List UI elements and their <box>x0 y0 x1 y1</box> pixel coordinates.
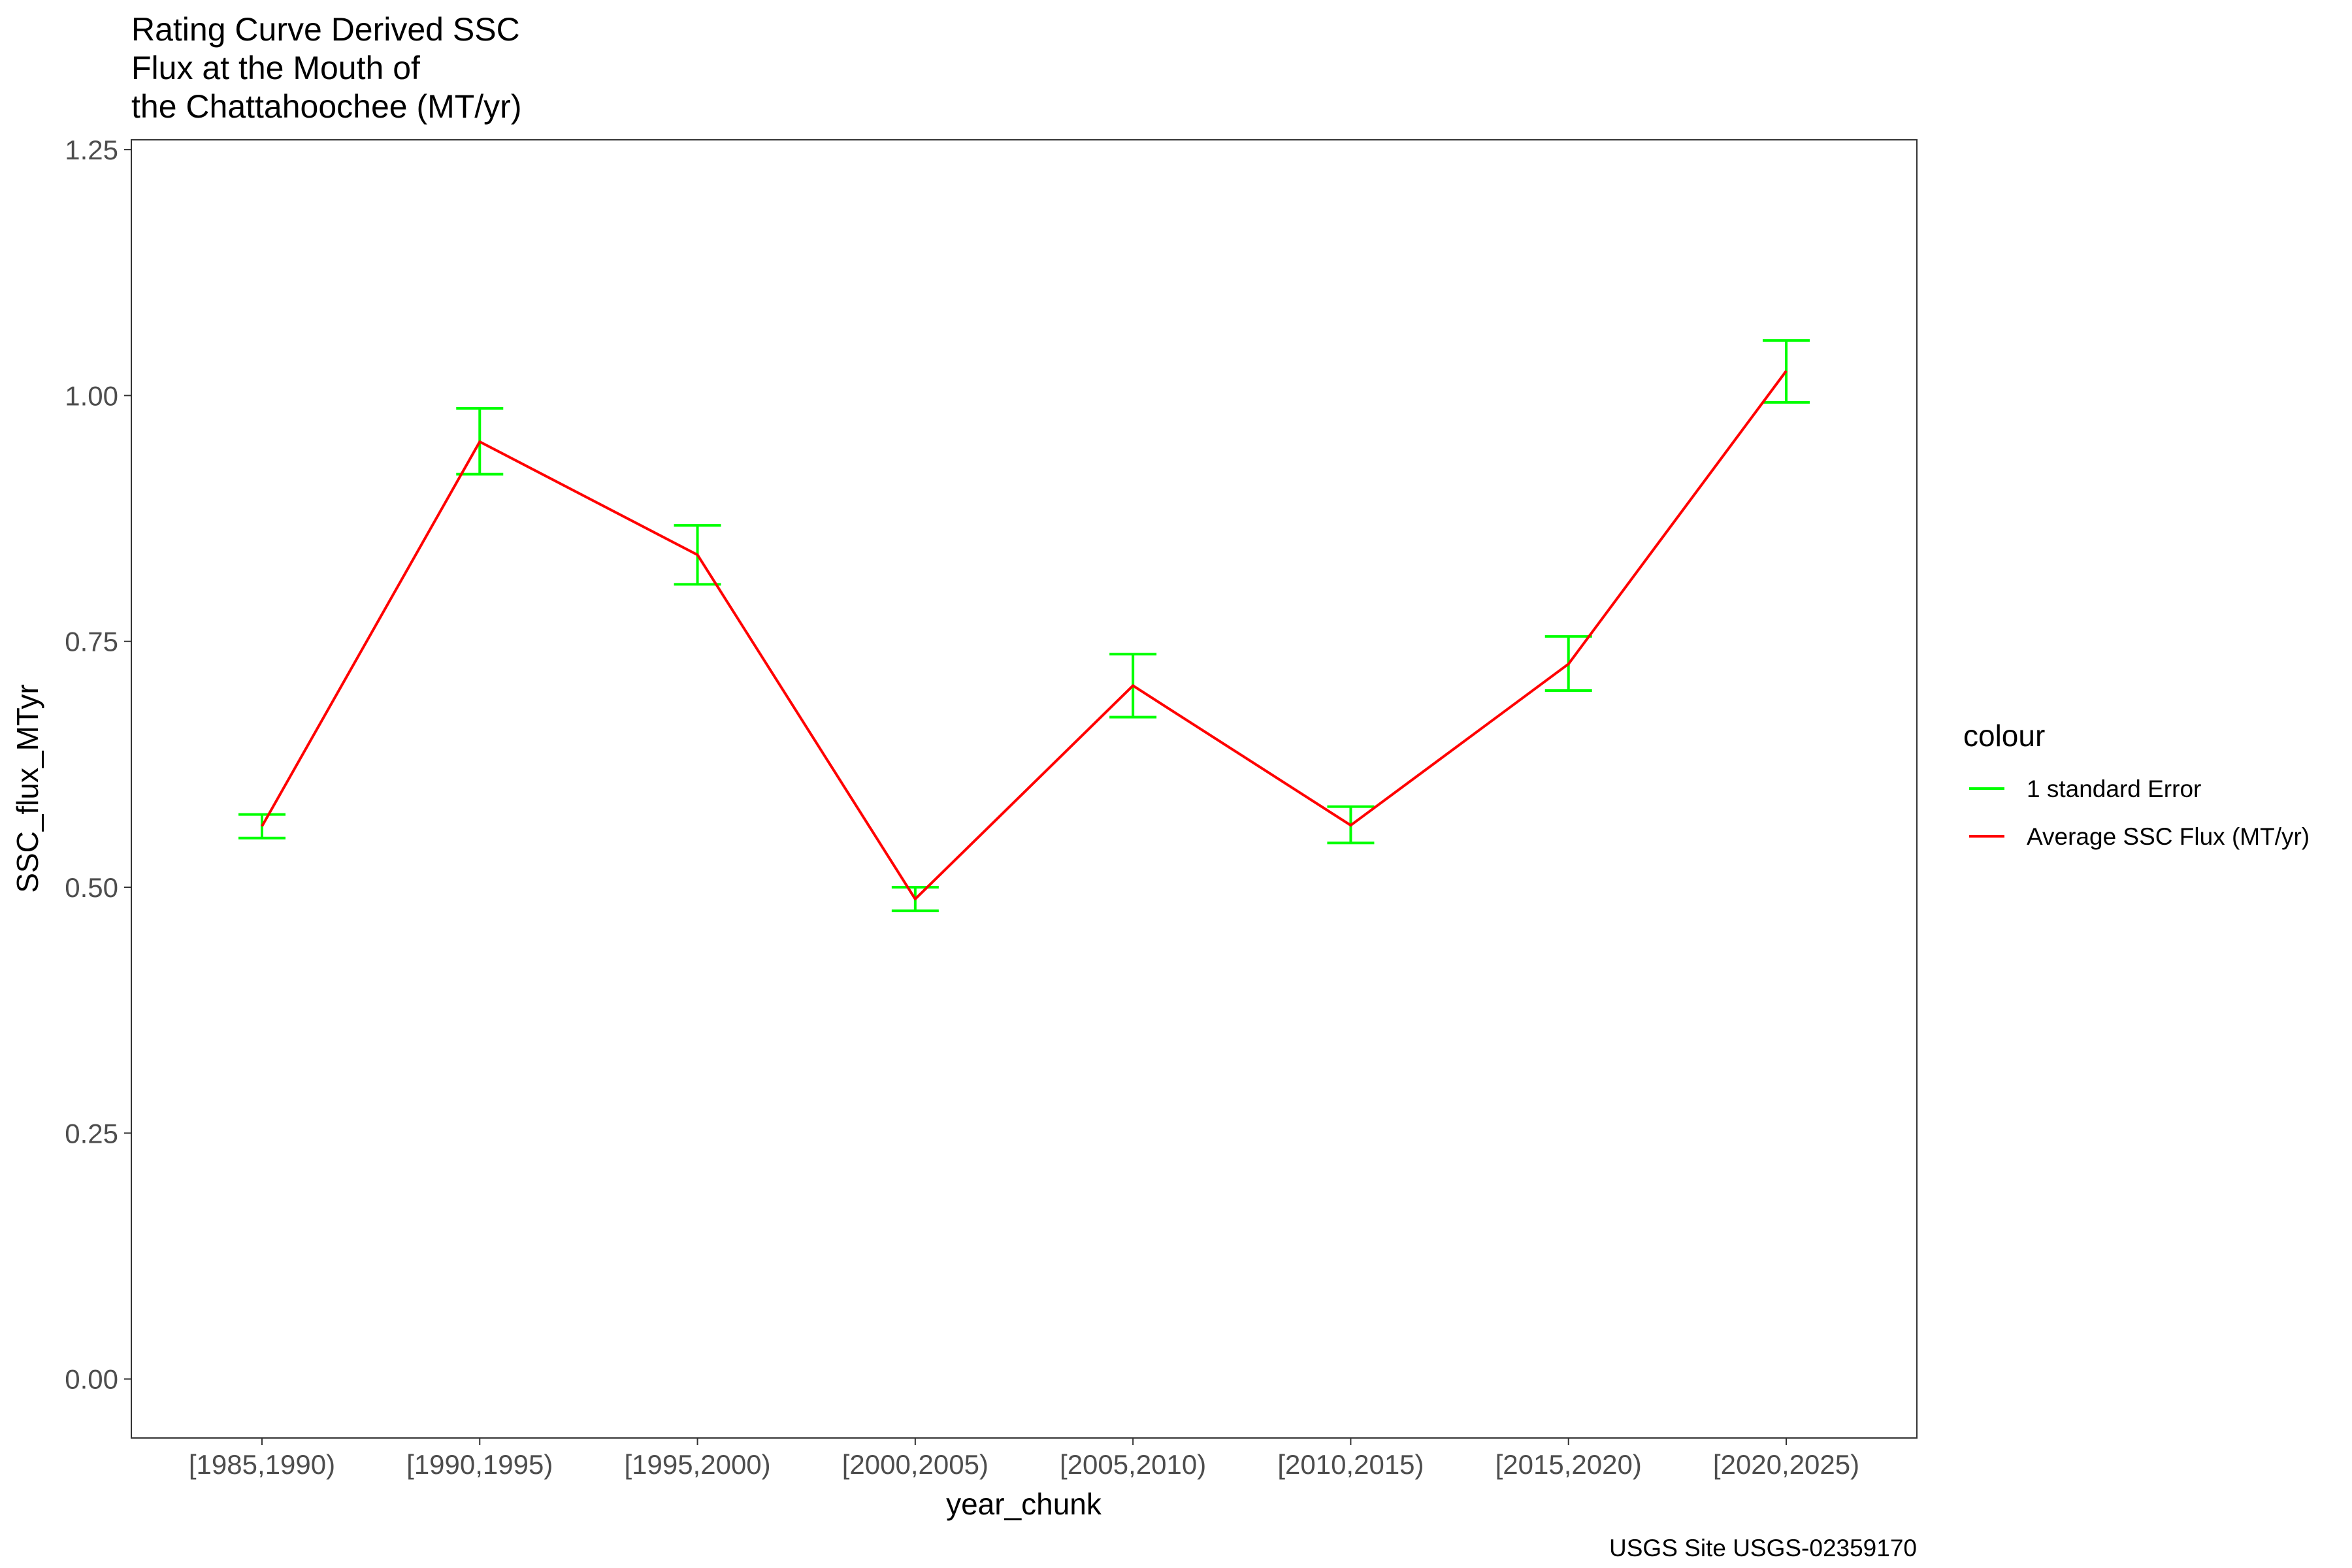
x-tick-label: [2015,2020) <box>1495 1449 1642 1480</box>
x-tick-label: [2005,2010) <box>1060 1449 1206 1480</box>
chart-title-line: Rating Curve Derived SSC <box>131 11 520 48</box>
legend: colour 1 standard Error Average SSC Flux … <box>1963 719 2310 850</box>
caption: USGS Site USGS-02359170 <box>1609 1535 1917 1561</box>
y-tick-label: 1.25 <box>65 135 118 165</box>
x-tick-label: [1995,2000) <box>624 1449 770 1480</box>
legend-title: colour <box>1963 719 2045 753</box>
series-line-average-ssc-flux <box>261 370 1788 901</box>
y-axis-title: SSC_flux_MTyr <box>10 684 44 893</box>
x-axis: [1985,1990) [1990,1995) [1995,2000) [2000,2… <box>189 1438 1859 1480</box>
chart-title-line: Flux at the Mouth of <box>131 50 420 86</box>
x-tick-label: [2000,2005) <box>842 1449 988 1480</box>
legend-entry: 1 standard Error <box>1969 776 2201 802</box>
y-tick-label: 0.50 <box>65 872 118 903</box>
legend-entry: Average SSC Flux (MT/yr) <box>1969 823 2310 850</box>
y-tick-label: 0.25 <box>65 1118 118 1149</box>
x-tick-label: [2020,2025) <box>1713 1449 1859 1480</box>
y-tick-label: 1.00 <box>65 380 118 411</box>
x-tick-label: [1990,1995) <box>406 1449 553 1480</box>
plot-panel <box>131 139 1918 1439</box>
legend-label: 1 standard Error <box>2027 776 2201 802</box>
legend-label: Average SSC Flux (MT/yr) <box>2027 823 2310 850</box>
x-tick-label: [2010,2015) <box>1277 1449 1424 1480</box>
series-lines <box>261 370 1788 901</box>
y-tick-label: 0.00 <box>65 1364 118 1395</box>
y-tick-label: 0.75 <box>65 627 118 657</box>
x-tick-label: [1985,1990) <box>189 1449 335 1480</box>
y-axis: 0.00 0.25 0.50 0.75 1.00 1.25 <box>65 135 131 1395</box>
chart-title-line: the Chattahoochee (MT/yr) <box>131 88 522 125</box>
x-axis-title: year_chunk <box>946 1487 1102 1521</box>
